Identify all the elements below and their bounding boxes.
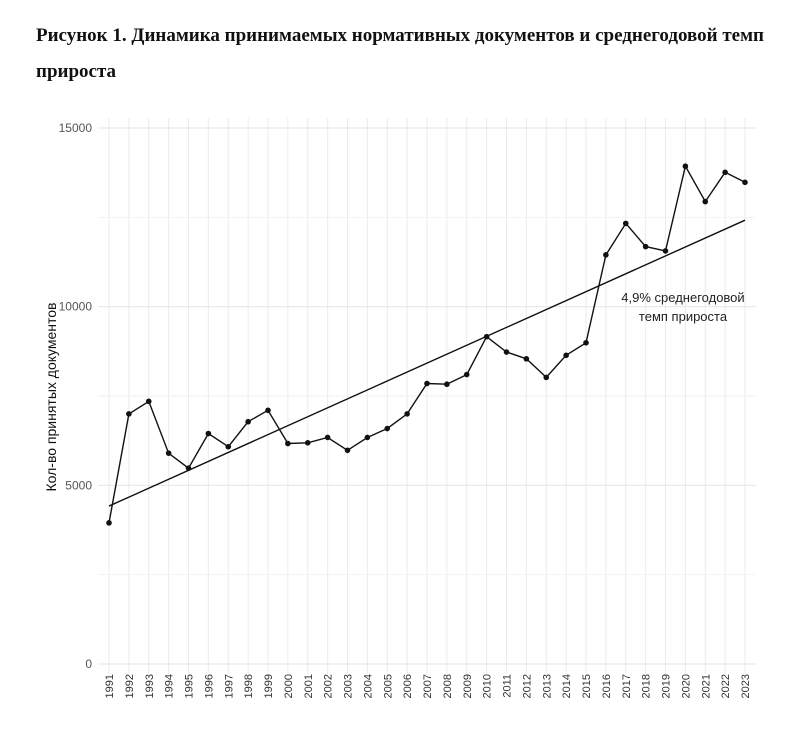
data-point [245,418,251,425]
x-tick-label: 2001 [303,674,315,698]
x-tick-label: 2002 [323,674,335,698]
data-point [165,450,172,456]
x-tick-label: 2013 [541,674,553,698]
data-point [106,520,112,526]
data-point [364,434,371,441]
data-point [742,179,748,186]
data-point [702,198,709,205]
data-point [543,374,550,381]
x-tick-label: 2008 [442,674,454,698]
x-tick-label: 2010 [482,674,494,698]
data-point [722,169,728,176]
data-point [682,163,689,170]
x-tick-label: 1998 [243,674,255,698]
data-point [603,252,609,258]
grid [98,118,756,674]
data-point [463,371,470,378]
trend-annotation-line1: 4,9% среднегодовой [621,290,744,305]
x-tick-label: 2007 [422,674,434,698]
x-tick-label: 2006 [402,674,414,698]
data-point [344,447,351,454]
x-tick-label: 2000 [283,674,295,698]
y-tick-label: 5000 [65,478,92,492]
data-point [662,248,669,254]
x-tick-label: 2004 [362,674,374,698]
data-point [424,380,430,387]
y-tick-label: 10000 [59,300,93,314]
x-tick-label: 2023 [740,674,752,698]
data-points [106,163,748,526]
x-tick-label: 1996 [203,674,215,698]
data-point [523,356,530,362]
data-point [126,411,132,417]
x-tick-label: 2019 [661,674,673,698]
data-point [642,243,649,250]
y-axis-ticks: 0 5000 10000 15000 [59,121,93,671]
data-point [205,430,212,437]
x-tick-label: 2009 [462,674,474,698]
data-point [444,381,450,388]
x-tick-label: 2016 [601,674,613,698]
y-tick-label: 0 [85,657,92,671]
x-tick-label: 2005 [382,674,394,698]
x-axis-ticks: 1991 1992 1993 1994 1995 1996 1997 1998 1999 2000… [104,674,752,698]
x-tick-label: 2014 [561,674,573,698]
data-point [324,434,331,441]
x-tick-label: 2017 [621,674,633,698]
x-tick-label: 1994 [164,674,176,698]
data-point [384,425,391,432]
trend-annotation-line2: темп прироста [639,309,728,324]
data-point [185,465,192,471]
data-point [404,411,410,417]
x-tick-label: 1995 [184,674,196,698]
x-tick-label: 1993 [144,674,156,698]
x-tick-label: 2003 [343,674,355,698]
data-point [225,443,232,450]
data-point [265,407,271,414]
x-tick-label: 1999 [263,674,275,698]
data-point [503,349,510,355]
data-point [622,220,629,227]
y-tick-label: 15000 [59,121,93,135]
y-axis-label: Кол-во принятых документов [43,303,59,492]
data-point [145,398,152,405]
data-point [285,440,291,447]
chart-title: Рисунок 1. Динамика принимаемых норматив… [36,25,764,82]
data-point [563,352,569,359]
data-point [483,333,490,340]
x-tick-label: 2015 [581,674,593,698]
x-tick-label: 2022 [720,674,732,698]
data-point [583,339,589,346]
x-tick-label: 2011 [502,674,514,698]
x-tick-label: 2021 [700,674,712,698]
x-tick-label: 1997 [223,674,235,698]
x-tick-label: 1992 [124,674,136,698]
trend-line [108,219,746,507]
x-tick-label: 2020 [680,674,692,698]
x-tick-label: 2012 [521,674,533,698]
x-tick-label: 1991 [104,674,116,698]
x-tick-label: 2018 [641,674,653,698]
data-point [304,440,311,446]
